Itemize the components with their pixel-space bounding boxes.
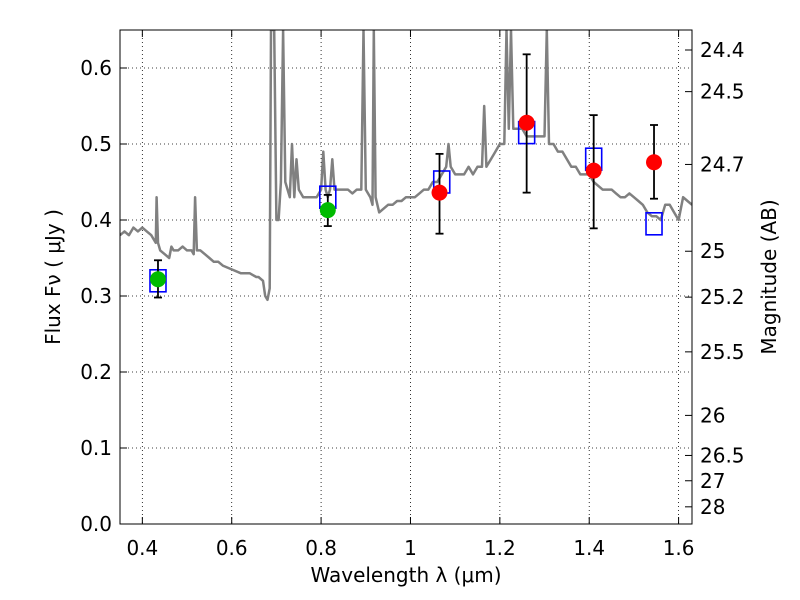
y-axis-label: Flux Fν ( μJy ) <box>41 209 65 345</box>
y2-tick-label: 27 <box>700 469 725 493</box>
x-tick-label: 1.4 <box>573 536 605 560</box>
y2-tick-label: 25 <box>700 239 725 263</box>
x-tick-label: 1 <box>404 536 417 560</box>
spectrum-line <box>120 30 692 302</box>
y-tick-label: 0.6 <box>80 56 112 80</box>
nir-photometry-point <box>518 114 535 131</box>
nir-photometry-point <box>646 154 663 171</box>
plot-area <box>120 30 692 302</box>
y2-axis-label: Magnitude (AB) <box>757 199 781 354</box>
y2-tick-label: 25.2 <box>700 285 745 309</box>
y2-tick-label: 26 <box>700 403 725 427</box>
x-axis-label: Wavelength λ (μm) <box>310 563 501 587</box>
x-tick-label: 1.6 <box>663 536 695 560</box>
spectrum-series <box>120 30 692 302</box>
optical-photometry-point <box>149 271 166 288</box>
x-tick-label: 1.2 <box>484 536 516 560</box>
y-tick-label: 0.0 <box>80 512 112 536</box>
y2-tick-label: 26.5 <box>700 443 745 467</box>
plot-frame <box>119 29 693 525</box>
y2-tick-label: 28 <box>700 495 725 519</box>
y-tick-label: 0.5 <box>80 132 112 156</box>
x-tick-label: 0.8 <box>305 536 337 560</box>
y2-tick-label: 25.5 <box>700 340 745 364</box>
nir-photometry-point <box>431 184 448 201</box>
y-tick-label: 0.4 <box>80 208 112 232</box>
model-photometry-square <box>645 212 663 236</box>
y-tick-label: 0.3 <box>80 284 112 308</box>
tick-labels: 0.4 0.6 0.8 1 1.2 1.4 1.6 0.0 0.1 0.2 0.3 0.4 0.5 0.6… <box>80 38 744 560</box>
y2-tick-label: 24.7 <box>700 152 745 176</box>
axis-ticks <box>120 30 692 525</box>
x-tick-label: 0.6 <box>216 536 248 560</box>
y2-tick-label: 24.4 <box>700 38 745 62</box>
y-tick-label: 0.2 <box>80 360 112 384</box>
photometry-points <box>149 114 663 288</box>
y-tick-label: 0.1 <box>80 436 112 460</box>
y2-tick-label: 24.5 <box>700 80 745 104</box>
x-tick-label: 0.4 <box>126 536 158 560</box>
nir-photometry-point <box>585 162 602 179</box>
optical-photometry-point <box>319 202 336 219</box>
